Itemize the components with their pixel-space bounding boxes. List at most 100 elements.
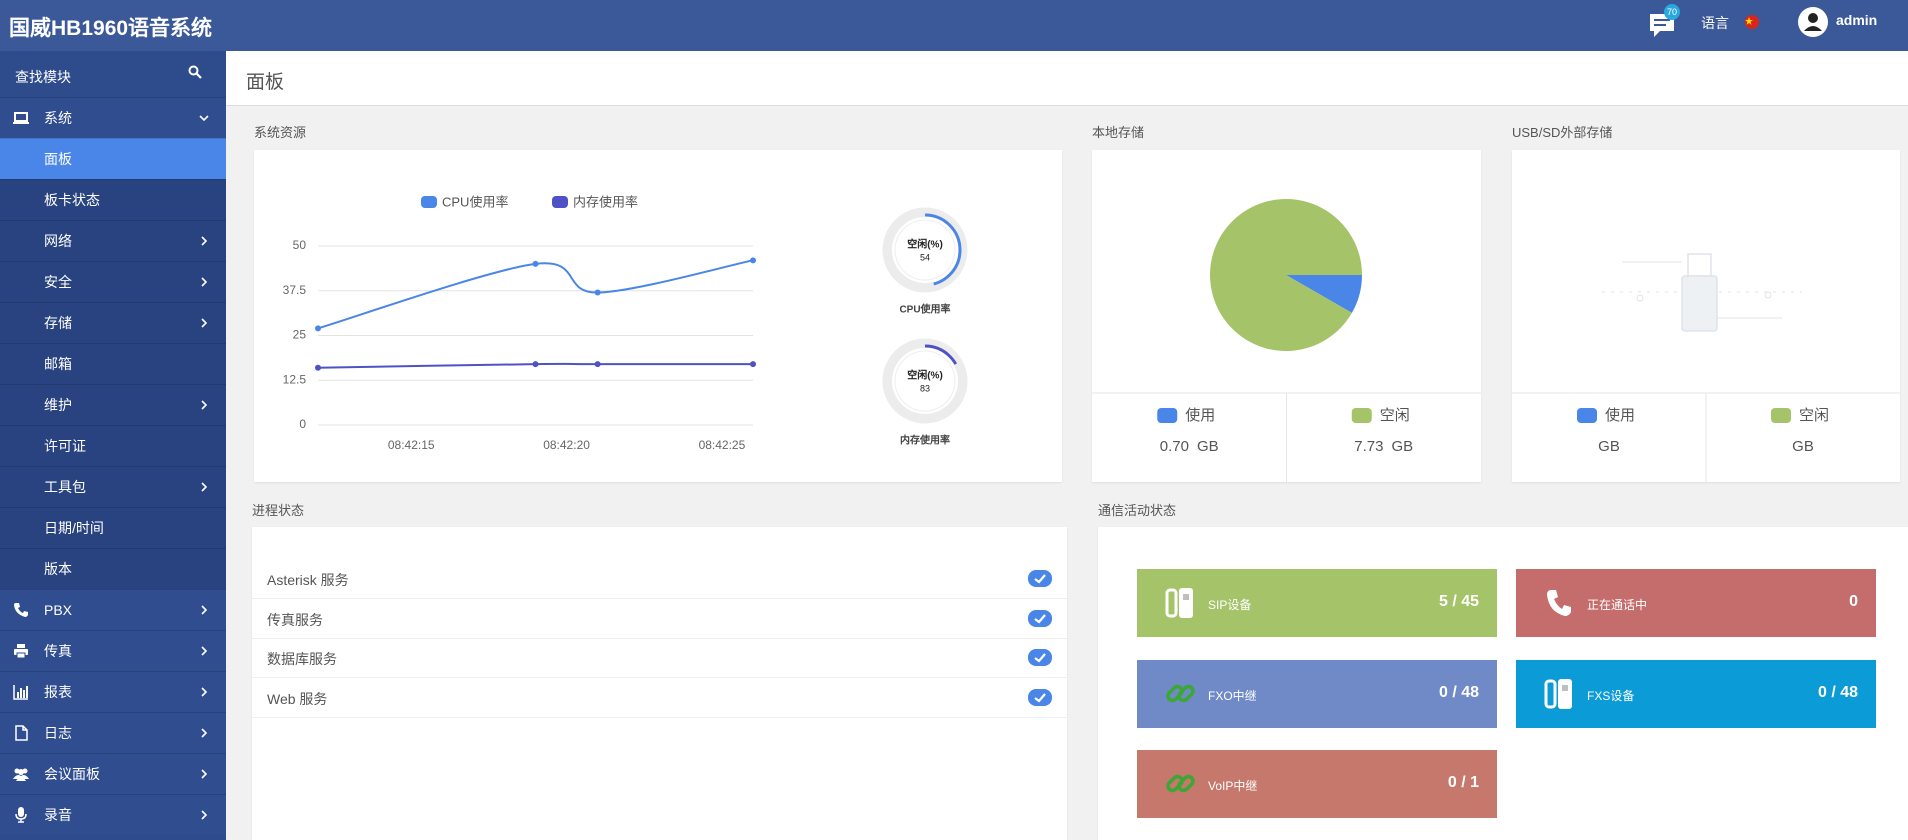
- menu-label: 网络: [44, 233, 72, 249]
- tile-value: 5 / 45: [1438, 593, 1479, 610]
- menu-label: 会议面板: [44, 766, 100, 782]
- gauge-label: 空闲(%): [907, 369, 943, 382]
- menu-item[interactable]: 版本: [0, 548, 226, 589]
- check-mark: [1034, 692, 1046, 702]
- pie-slice: [1286, 275, 1362, 313]
- legend-label[interactable]: 内存使用率: [573, 194, 638, 209]
- status-tile[interactable]: FXS设备 0 / 48: [1516, 660, 1876, 728]
- y-tick-label: 37.5: [283, 283, 307, 297]
- process-row: Asterisk 服务: [252, 559, 1067, 599]
- icon-shape: [17, 692, 19, 698]
- menu-item[interactable]: 日期/时间: [0, 507, 226, 548]
- menu-icon: [14, 603, 28, 617]
- data-point: [532, 260, 539, 267]
- status-tile[interactable]: SIP设备 5 / 45: [1137, 569, 1497, 637]
- menu-label: 版本: [44, 561, 72, 577]
- check-mark: [1034, 574, 1046, 584]
- series-line: [317, 259, 754, 330]
- series-line: [317, 362, 753, 369]
- gauge-track: [882, 207, 968, 293]
- menu-arrow: [201, 769, 208, 779]
- gauge-free-arc: [888, 213, 935, 287]
- page-header: 面板: [226, 51, 1908, 106]
- menu-item[interactable]: 安全: [0, 261, 226, 302]
- arrow-shape: [201, 277, 208, 287]
- storage-value: 7.73 GB: [1354, 438, 1413, 455]
- menu-item[interactable]: 存储: [0, 302, 226, 343]
- legend-swatch: [1771, 408, 1791, 423]
- menu-item[interactable]: 会议面板: [0, 753, 226, 794]
- section-title: 进程状态: [252, 503, 305, 518]
- menu-label: 日志: [44, 725, 72, 741]
- tile-icon: [1165, 588, 1193, 618]
- gauge-free-arc: [888, 344, 962, 418]
- tile-icon: [1547, 590, 1571, 616]
- menu-item[interactable]: PBX: [0, 589, 226, 630]
- legend-label[interactable]: CPU使用率: [442, 194, 508, 209]
- menu-arrow: [201, 236, 208, 246]
- search-row[interactable]: 查找模块: [0, 51, 226, 97]
- search-label: 查找模块: [15, 69, 71, 85]
- gauge-value: 83: [920, 383, 930, 393]
- x-tick-label: 08:42:20: [543, 438, 590, 452]
- unit-label: GB: [1197, 438, 1219, 455]
- usb-cap: [1687, 253, 1712, 277]
- menu-arrow: [201, 728, 208, 738]
- avatar[interactable]: [1798, 7, 1828, 37]
- flag-icon[interactable]: [1744, 14, 1760, 30]
- menu-label: 传真: [44, 643, 72, 659]
- icon-shape: [13, 122, 29, 124]
- menu-item[interactable]: 报表: [0, 671, 226, 712]
- gauge-value: 54: [920, 252, 930, 262]
- menu-item[interactable]: 日志: [0, 712, 226, 753]
- legend-swatch: [1351, 408, 1372, 423]
- tile-value: 0: [1849, 593, 1858, 610]
- menu-arrow: [201, 318, 208, 328]
- arrow-shape: [201, 646, 208, 656]
- usb-storage-chart: 使用 GB 空闲 GB: [1512, 253, 1900, 482]
- menu-item[interactable]: 传真: [0, 630, 226, 671]
- menu-item[interactable]: 录音: [0, 794, 226, 835]
- data-point: [532, 361, 539, 368]
- usb-storage-panel: 使用 GB 空闲 GB: [1512, 150, 1900, 482]
- menu-item[interactable]: 系统: [0, 97, 226, 138]
- menu-item[interactable]: 面板: [0, 138, 226, 179]
- legend-label: 空闲: [1799, 407, 1829, 424]
- deco-dot: [1636, 294, 1644, 302]
- menu-item[interactable]: 网络: [0, 220, 226, 261]
- y-tick-label: 12.5: [283, 372, 307, 386]
- tile-value: 0 / 1: [1447, 774, 1479, 791]
- menu-item[interactable]: 许可证: [0, 425, 226, 466]
- icon-shape: [15, 813, 27, 823]
- menu-arrow: [201, 646, 208, 656]
- menu-item[interactable]: 板卡状态: [0, 179, 226, 220]
- icon-shape: [1558, 679, 1572, 709]
- arrow-shape: [201, 318, 208, 328]
- tile-label: FXO中继: [1208, 689, 1257, 703]
- icon-shape: [18, 769, 24, 775]
- search-icon[interactable]: [188, 65, 202, 79]
- menu-label: 面板: [44, 151, 72, 167]
- menu-item[interactable]: 维护: [0, 384, 226, 425]
- user-name[interactable]: admin: [1836, 12, 1878, 28]
- section-title: USB/SD外部存储: [1512, 125, 1613, 140]
- icon-shape: [1544, 679, 1557, 709]
- message-icon[interactable]: [1648, 12, 1676, 38]
- status-tile[interactable]: 正在通话中 0: [1516, 569, 1876, 637]
- arrow-shape: [201, 482, 208, 492]
- notification-badge: 70: [1664, 4, 1680, 20]
- tile-icon: [1166, 684, 1195, 703]
- menu-item[interactable]: 工具包: [0, 466, 226, 507]
- arrow-shape: [201, 769, 208, 779]
- menu-label: 许可证: [44, 438, 86, 454]
- menu-arrow: [201, 277, 208, 287]
- usb-body: [1681, 275, 1718, 332]
- language-menu[interactable]: 语言: [1701, 15, 1729, 31]
- y-tick-label: 25: [293, 328, 307, 342]
- status-tile[interactable]: FXO中继 0 / 48: [1137, 660, 1497, 728]
- status-tile[interactable]: VoIP中继 0 / 1: [1137, 750, 1497, 818]
- legend-swatch: [552, 196, 568, 208]
- menu-icon: [13, 112, 29, 124]
- icon-shape: [1562, 685, 1568, 691]
- menu-item[interactable]: 邮箱: [0, 343, 226, 384]
